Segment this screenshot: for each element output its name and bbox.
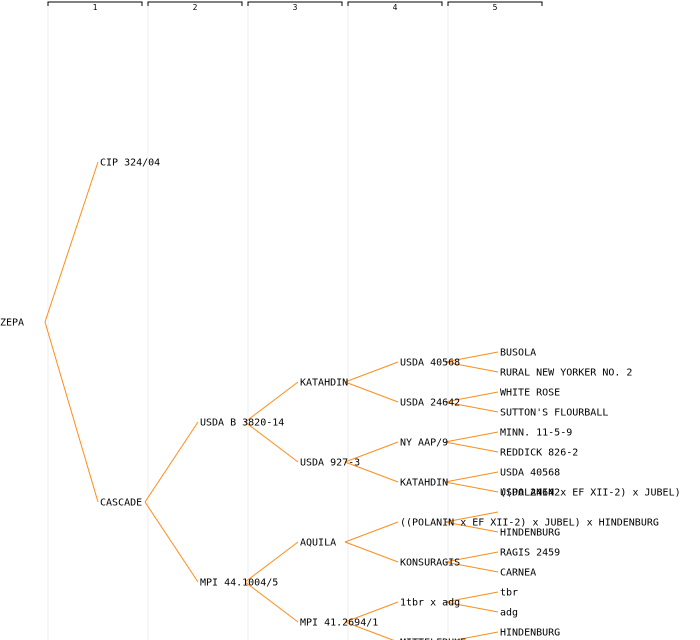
tree-edge <box>144 421 199 503</box>
pedigree-node[interactable]: CARNEA <box>500 568 536 579</box>
pedigree-node[interactable]: ((POLANIN x EF XII-2) x JUBEL) <box>500 488 681 499</box>
column-number: 1 <box>93 3 98 12</box>
pedigree-node[interactable]: ZEPA <box>0 318 24 329</box>
column-ruler <box>247 1 343 6</box>
column-number: 2 <box>193 3 198 12</box>
tree-edge <box>444 511 499 523</box>
tree-edge <box>444 521 499 533</box>
pedigree-node[interactable]: USDA 40568 <box>500 468 560 479</box>
pedigree-node[interactable]: REDDICK 826-2 <box>500 448 578 459</box>
tree-edge <box>444 351 499 363</box>
pedigree-node[interactable]: WHITE ROSE <box>500 388 560 399</box>
tree-edge <box>444 431 499 443</box>
column-ruler <box>147 1 243 6</box>
column-number: 3 <box>293 3 298 12</box>
pedigree-node[interactable]: MPI 44.1004/5 <box>200 578 278 589</box>
tree-edge <box>452 631 499 640</box>
pedigree-node[interactable]: 1tbr x adg <box>400 598 460 609</box>
tree-edge <box>244 421 299 463</box>
pedigree-node[interactable]: BUSOLA <box>500 348 536 359</box>
tree-edge <box>344 361 399 383</box>
pedigree-node[interactable]: HINDENBURG <box>500 628 560 639</box>
pedigree-node[interactable]: USDA 40568 <box>400 358 460 369</box>
column-number: 5 <box>493 3 498 12</box>
tree-edge <box>344 521 399 543</box>
pedigree-node[interactable]: NY AAP/9 <box>400 438 448 449</box>
pedigree-node[interactable]: MITTELFRUHE <box>400 638 466 640</box>
pedigree-node[interactable]: KATAHDIN <box>300 378 348 389</box>
tree-edge <box>444 601 499 613</box>
tree-edge <box>444 551 499 563</box>
tree-edge <box>344 461 399 483</box>
column-ruler <box>447 1 543 6</box>
tree-edge <box>444 401 499 413</box>
pedigree-node[interactable]: RAGIS 2459 <box>500 548 560 559</box>
pedigree-node[interactable]: CASCADE <box>100 498 142 509</box>
pedigree-node[interactable]: MINN. 11-5-9 <box>500 428 572 439</box>
tree-edge <box>344 381 399 403</box>
tree-edge <box>344 601 399 623</box>
pedigree-node[interactable]: RURAL NEW YORKER NO. 2 <box>500 368 632 379</box>
pedigree-node[interactable]: HINDENBURG <box>500 528 560 539</box>
column-ruler <box>47 1 143 6</box>
pedigree-node[interactable]: USDA 927-3 <box>300 458 360 469</box>
tree-edge <box>444 591 499 603</box>
pedigree-node[interactable]: ((POLANIN x EF XII-2) x JUBEL) x HINDENB… <box>400 518 659 529</box>
tree-edge <box>444 391 499 403</box>
pedigree-node[interactable]: KATAHDIN <box>400 478 448 489</box>
column-number: 4 <box>393 3 398 12</box>
pedigree-node[interactable]: KONSURAGIS <box>400 558 460 569</box>
tree-edge <box>344 541 399 563</box>
pedigree-node[interactable]: SUTTON'S FLOURBALL <box>500 408 608 419</box>
tree-edge <box>344 621 395 640</box>
tree-edge <box>444 481 499 493</box>
tree-edge <box>44 321 99 503</box>
tree-edge <box>344 441 399 463</box>
pedigree-node[interactable]: USDA B 3820-14 <box>200 418 284 429</box>
pedigree-node[interactable]: MPI 41.2694/1 <box>300 618 378 629</box>
tree-edge <box>444 471 499 483</box>
tree-edge <box>444 561 499 573</box>
column-ruler <box>347 1 443 6</box>
tree-edge <box>244 381 299 423</box>
pedigree-node[interactable]: CIP 324/04 <box>100 158 160 169</box>
pedigree-node[interactable]: USDA 24642 <box>500 488 560 499</box>
tree-edge <box>144 501 199 583</box>
pedigree-node[interactable]: AQUILA <box>300 538 336 549</box>
generation-header: 1 2 3 4 5 <box>47 1 543 12</box>
tree-edge <box>444 361 499 373</box>
tree-labels: ZEPA CIP 324/04 CASCADE USDA B 3820-14 KATAH… <box>0 158 681 640</box>
tree-edge <box>244 541 299 583</box>
pedigree-node[interactable]: USDA 24642 <box>400 398 460 409</box>
tree-edge <box>444 441 499 453</box>
tree-edge <box>244 581 299 623</box>
pedigree-node[interactable]: adg <box>500 608 518 619</box>
column-guides <box>47 2 449 640</box>
pedigree-node[interactable]: tbr <box>500 588 518 599</box>
tree-edges <box>44 161 499 640</box>
tree-edge <box>44 161 99 323</box>
